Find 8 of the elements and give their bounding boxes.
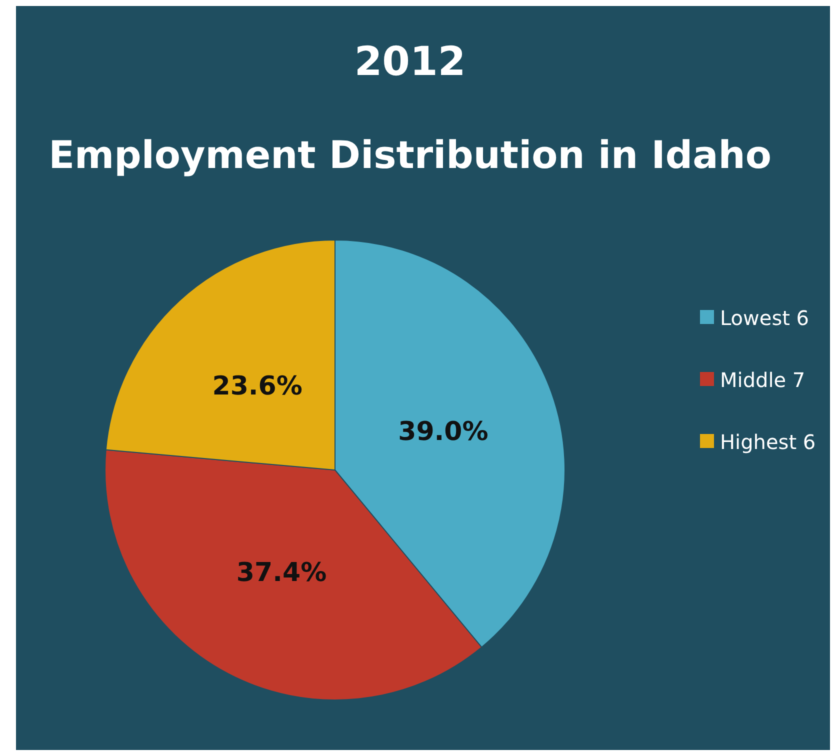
chart-title: 2012 (354, 39, 466, 85)
data-label: 23.6% (212, 371, 302, 402)
chart-subtitle: Employment Distribution in Idaho (48, 133, 772, 177)
legend-label: Middle 7 (720, 368, 806, 392)
data-label: 39.0% (398, 417, 488, 448)
legend-label: Lowest 6 (720, 306, 810, 330)
data-label: 37.4% (236, 558, 327, 588)
legend-label: Highest 6 (720, 430, 816, 454)
